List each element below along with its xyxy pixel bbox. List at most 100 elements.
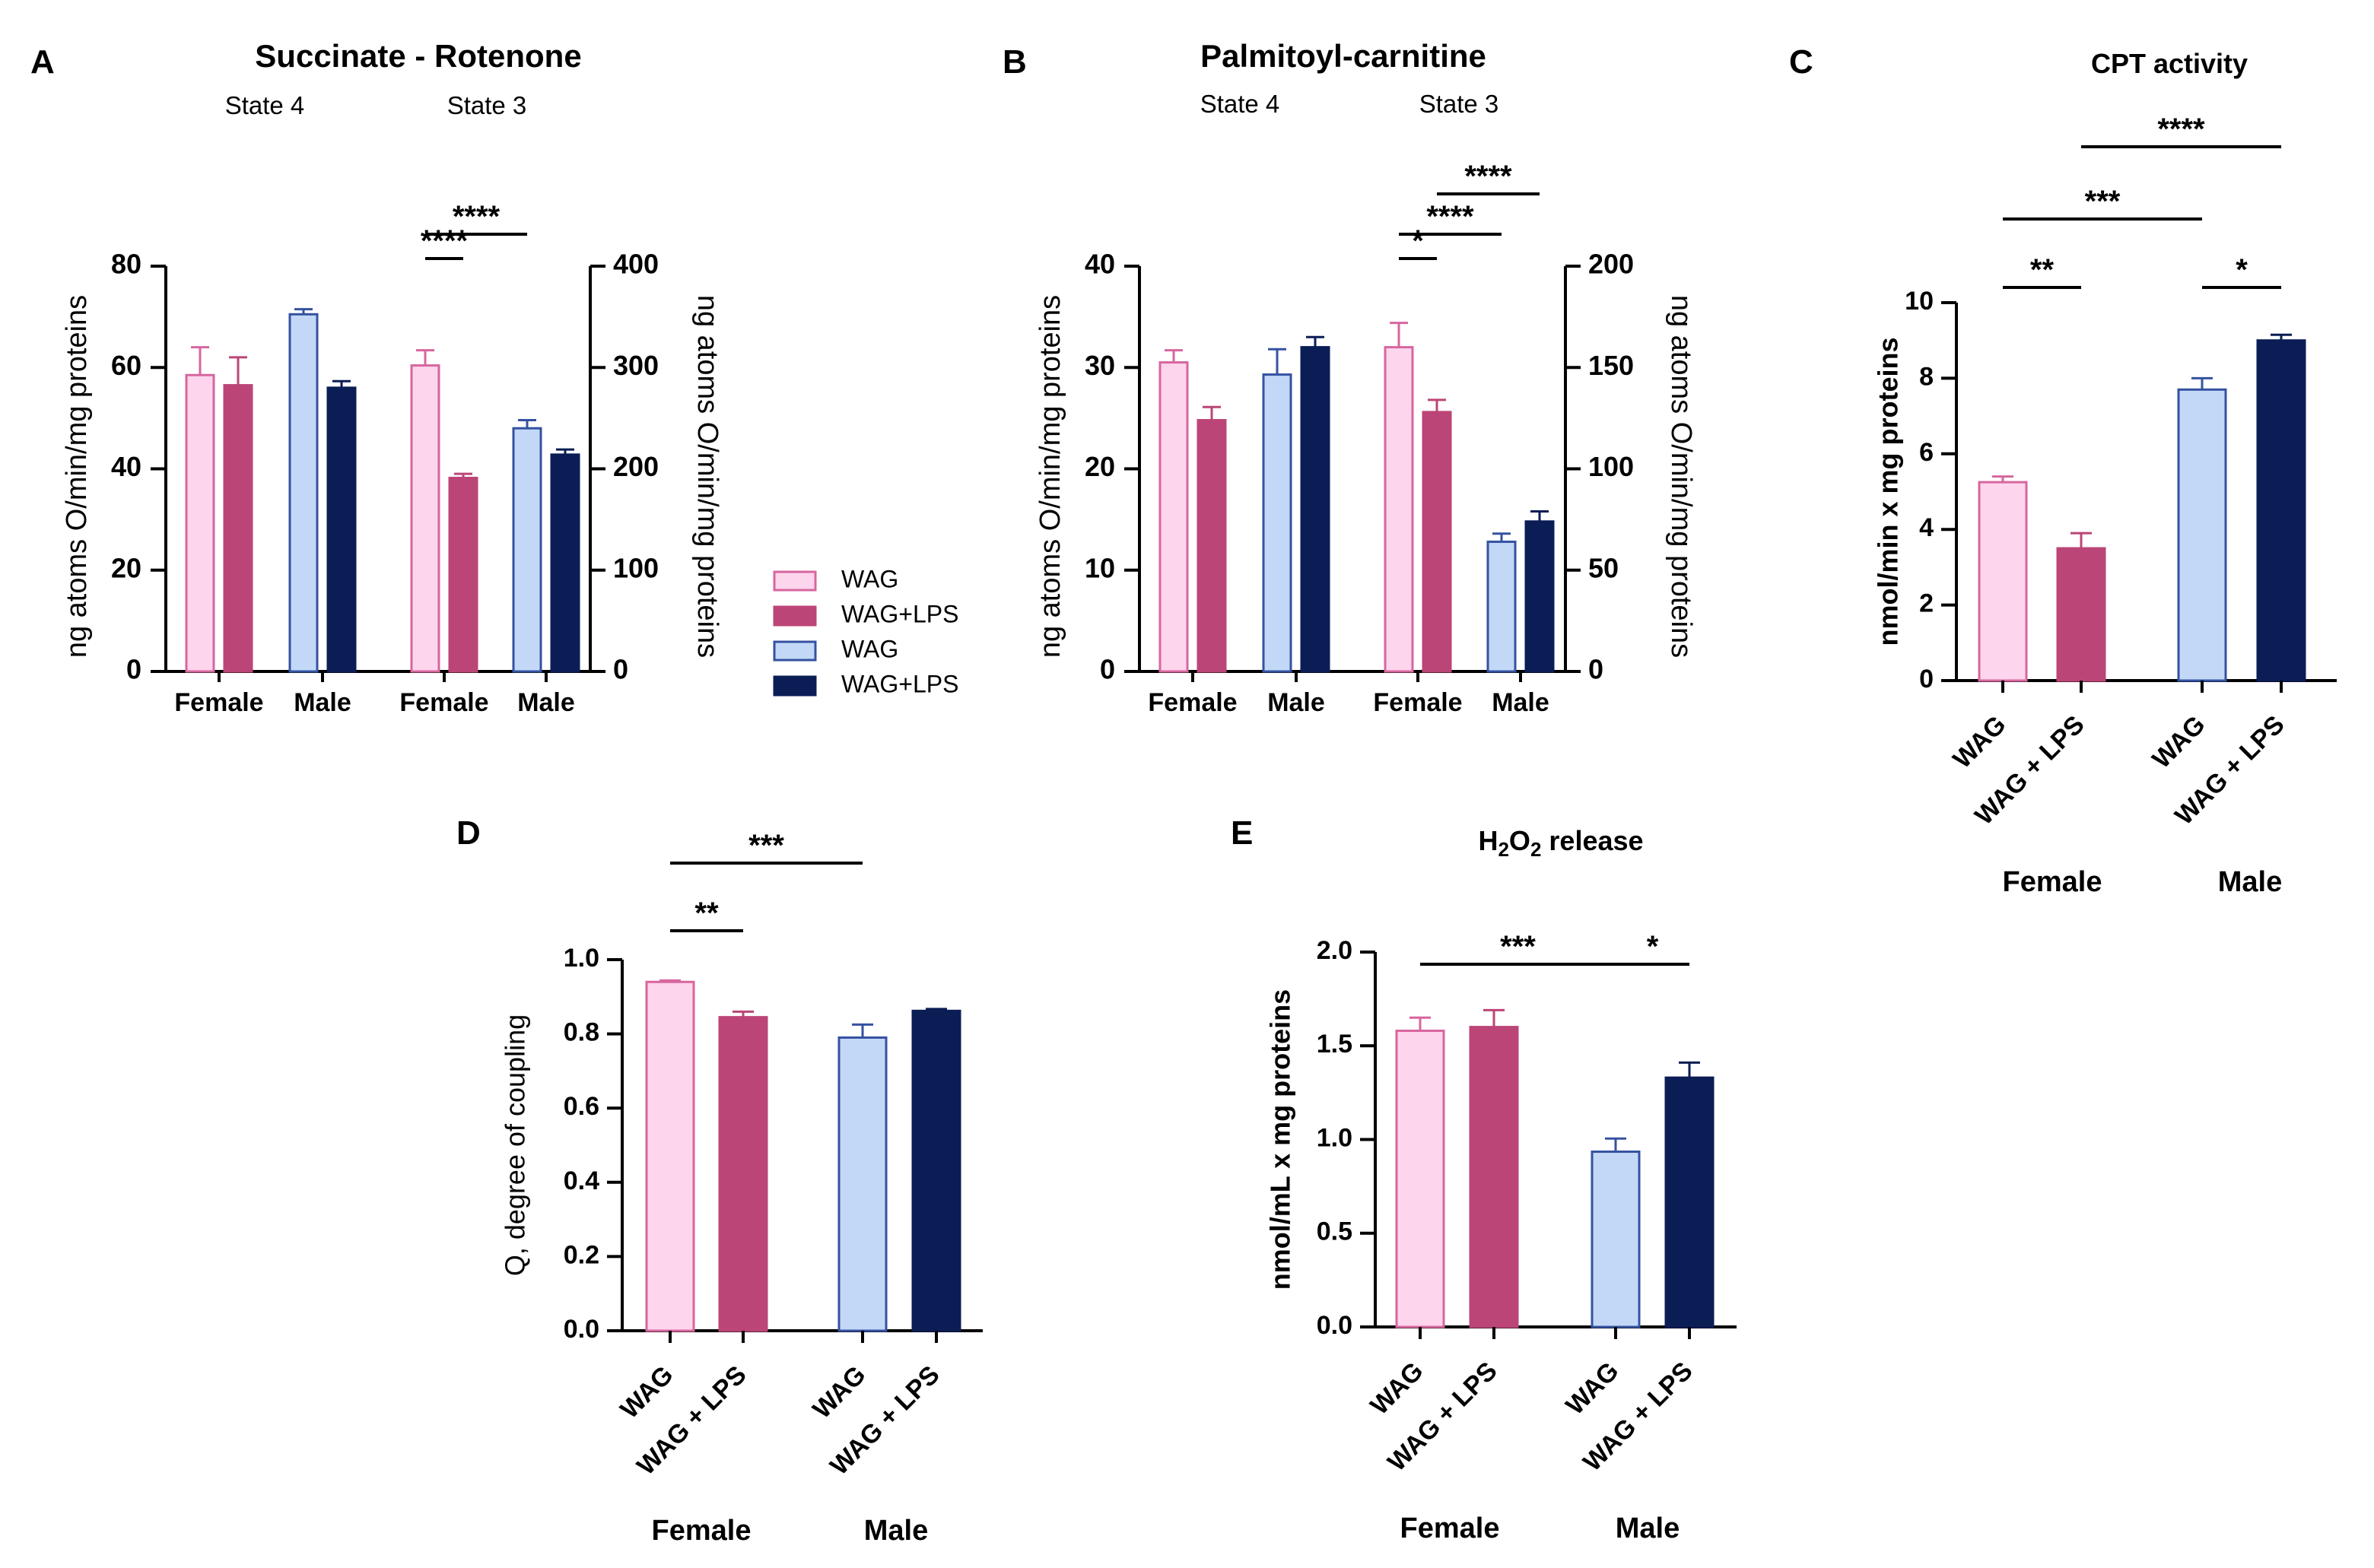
state-label: State 3 <box>1419 90 1499 118</box>
bar <box>1384 346 1414 673</box>
bar <box>1591 1151 1641 1328</box>
bar <box>1395 1030 1445 1328</box>
x-group-label: Female <box>1400 1512 1500 1544</box>
bar <box>1524 520 1555 673</box>
panel-letter: E <box>1231 814 1253 852</box>
y-tick-label: 50 <box>1588 552 1619 583</box>
bar <box>718 1016 768 1332</box>
significance-label: *** <box>2085 185 2121 218</box>
y-tick-label: 0 <box>1919 665 1934 694</box>
legend-label: WAG+LPS <box>841 600 958 627</box>
bar <box>1262 373 1292 673</box>
bar <box>1978 481 2028 682</box>
significance-label: ** <box>694 897 719 930</box>
bar <box>2256 339 2306 682</box>
state-label: State 4 <box>225 91 305 119</box>
bar <box>550 453 580 673</box>
y-tick-label: 60 <box>111 350 141 381</box>
bar <box>223 384 253 673</box>
y-tick-label: 300 <box>613 350 659 381</box>
y-axis-label: ng atoms O/min/mg proteins <box>691 295 723 658</box>
y-tick-label: 0.2 <box>564 1240 599 1269</box>
significance-label: **** <box>2157 113 2205 146</box>
bar <box>2177 388 2227 682</box>
y-tick-label: 10 <box>1085 552 1115 583</box>
y-tick-label: 1.5 <box>1317 1030 1352 1059</box>
x-group-label: Female <box>1148 688 1237 717</box>
legend-swatch <box>773 570 817 592</box>
bar <box>326 386 357 673</box>
y-tick-label: 6 <box>1919 438 1934 467</box>
bar <box>645 980 695 1332</box>
legend-label: WAG <box>841 565 898 592</box>
y-tick-label: 0 <box>1100 654 1115 685</box>
y-tick-label: 2 <box>1919 589 1934 618</box>
y-tick-label: 4 <box>1919 513 1934 542</box>
panel-letter: D <box>456 814 481 852</box>
state-label: State 3 <box>447 91 527 119</box>
bar <box>1486 540 1517 673</box>
x-group-label: Male <box>864 1515 928 1547</box>
state-label: State 4 <box>1200 90 1280 118</box>
y-axis-label: nmol/mL x mg proteins <box>1265 989 1296 1290</box>
significance-label: *** <box>748 829 784 862</box>
bar <box>911 1009 961 1332</box>
significance-label: **** <box>453 200 501 233</box>
x-group-label: Male <box>2218 866 2282 898</box>
bar <box>288 313 319 673</box>
bar <box>2056 547 2106 682</box>
bar <box>1197 419 1227 673</box>
x-group-label: Female <box>1373 688 1462 717</box>
x-group-label: Male <box>294 688 351 717</box>
y-tick-label: 0 <box>1588 654 1603 685</box>
y-axis-label: Q, degree of coupling <box>500 1014 531 1276</box>
y-tick-label: 1.0 <box>1317 1123 1352 1152</box>
y-axis-label: ng atoms O/min/mg proteins <box>1034 295 1066 658</box>
x-tick-label: WAG <box>615 1360 679 1424</box>
significance-label: **** <box>1464 160 1512 193</box>
panel-title: Palmitoyl-carnitine <box>1200 38 1486 74</box>
y-tick-label: 30 <box>1085 350 1115 381</box>
significance-label: * <box>1647 930 1659 963</box>
x-group-label: Female <box>2003 866 2102 898</box>
x-tick-label: WAG <box>807 1360 871 1424</box>
bar <box>512 427 542 673</box>
panel-title: H2O2 release <box>1478 825 1643 861</box>
y-tick-label: 0 <box>613 654 628 685</box>
y-tick-label: 10 <box>1905 287 1934 316</box>
bar <box>1422 411 1452 673</box>
legend-swatch <box>773 675 817 697</box>
y-tick-label: 150 <box>1588 350 1634 381</box>
bar <box>185 373 215 673</box>
y-tick-label: 2.0 <box>1317 936 1352 965</box>
y-axis-label: ng atoms O/min/mg proteins <box>61 295 93 658</box>
y-tick-label: 0.4 <box>564 1166 599 1195</box>
bar <box>1469 1026 1519 1328</box>
y-tick-label: 0.6 <box>564 1092 599 1121</box>
significance-label: *** <box>1500 930 1536 963</box>
bar <box>1300 346 1330 673</box>
y-tick-label: 20 <box>1085 451 1115 482</box>
y-tick-label: 1.0 <box>564 944 599 973</box>
y-tick-label: 40 <box>1085 249 1115 280</box>
y-tick-label: 40 <box>111 451 141 482</box>
panel-letter: A <box>30 43 55 81</box>
panel-title: Succinate - Rotenone <box>255 38 581 74</box>
y-tick-label: 80 <box>111 249 141 280</box>
x-group-label: Male <box>1616 1512 1680 1544</box>
bar <box>448 476 478 673</box>
bar <box>1664 1076 1715 1328</box>
significance-label: **** <box>421 224 469 258</box>
y-axis-label: ng atoms O/min/mg proteins <box>1665 295 1697 658</box>
bar <box>410 364 440 673</box>
y-tick-label: 400 <box>613 249 659 280</box>
significance-label: **** <box>1426 200 1474 233</box>
y-tick-label: 20 <box>111 552 141 583</box>
x-tick-label: WAG <box>1560 1357 1624 1420</box>
significance-label: ** <box>2030 253 2055 287</box>
y-tick-label: 100 <box>613 552 659 583</box>
x-group-label: Male <box>1267 688 1325 717</box>
legend-swatch <box>773 640 817 662</box>
bar <box>1158 361 1189 673</box>
